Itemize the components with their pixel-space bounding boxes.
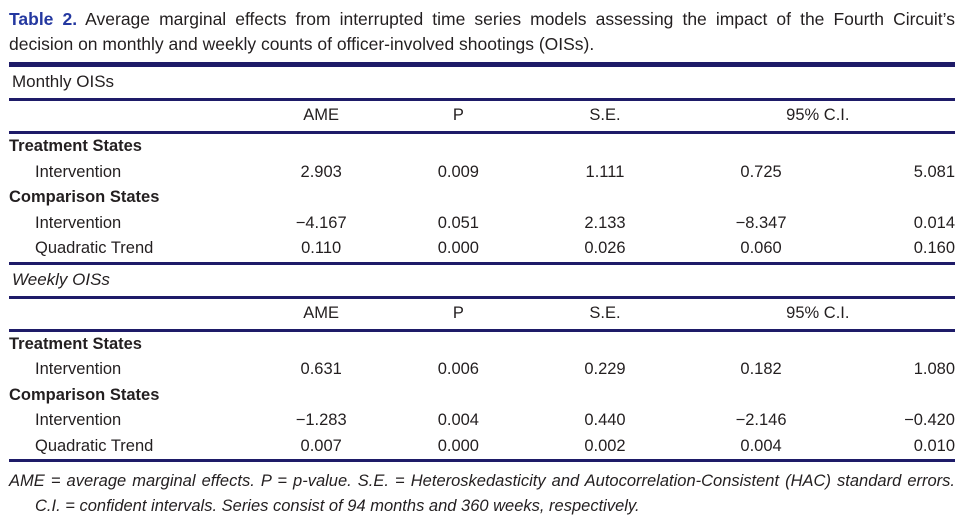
cell-p: 0.000 (437, 436, 479, 455)
cell-se: 2.133 (584, 213, 626, 232)
row-label: Intervention (35, 360, 122, 378)
cell-se: 0.002 (584, 436, 626, 455)
table-footnote: AME = average marginal effects. P = p-va… (9, 472, 955, 515)
table-row: Quadratic Trend 0.007 0.000 0.002 0.004 … (9, 434, 955, 461)
cell-ci-upper: 0.014 (913, 213, 955, 232)
table-caption: Table 2. Average marginal effects from i… (9, 7, 955, 57)
cell-ci-upper: 5.081 (913, 162, 955, 181)
cell-ci-lower: −2.146 (735, 411, 787, 429)
cell-p: 0.004 (437, 411, 479, 429)
row-label: Intervention (35, 213, 122, 232)
table-row: Treatment States (9, 133, 955, 160)
cell-ame: 2.903 (300, 162, 342, 181)
cell-ame: 0.007 (300, 436, 342, 455)
cell-ci-upper: 1.080 (913, 360, 955, 378)
table-row: Comparison States (9, 185, 955, 211)
cell-se: 1.111 (585, 162, 625, 181)
table-caption-text: Average marginal effects from interrupte… (9, 9, 955, 54)
column-header-row-monthly: AME P S.E. 95% C.I. (9, 99, 955, 134)
cell-ci-lower: 0.060 (740, 239, 782, 257)
section-header-monthly-label: Monthly OISs (9, 64, 955, 101)
cell-ci-lower: 0.725 (740, 162, 782, 181)
table-row: Comparison States (9, 383, 955, 409)
cell-ame: −1.283 (295, 411, 347, 429)
table-row: Intervention −4.167 0.051 2.133 −8.347 0… (9, 211, 955, 237)
cell-ci-upper: 0.160 (913, 239, 955, 257)
col-header-ci: 95% C.I. (680, 99, 955, 134)
col-header-ci: 95% C.I. (680, 297, 955, 332)
cell-ame: 0.631 (300, 360, 342, 378)
cell-ame: −4.167 (295, 213, 347, 232)
col-header-ame: AME (254, 297, 388, 332)
row-label: Intervention (35, 411, 122, 429)
cell-p: 0.009 (437, 162, 479, 181)
table-row: Quadratic Trend 0.110 0.000 0.026 0.060 … (9, 236, 955, 263)
cell-se: 0.229 (584, 360, 626, 378)
section-header-monthly: Monthly OISs (9, 64, 955, 101)
column-header-row-weekly: AME P S.E. 95% C.I. (9, 297, 955, 332)
col-header-p: P (387, 99, 530, 134)
section-header-weekly-label: Weekly OISs (9, 261, 955, 299)
table-row: Intervention 2.903 0.009 1.111 0.725 5.0… (9, 160, 955, 186)
col-header-p: P (387, 297, 530, 332)
cell-p: 0.000 (437, 239, 479, 257)
cell-ci-lower: 0.004 (740, 436, 782, 455)
cell-ci-upper: −0.420 (904, 411, 955, 429)
row-label-group: Treatment States (9, 334, 142, 353)
table-row: Intervention −1.283 0.004 0.440 −2.146 −… (9, 408, 955, 434)
cell-p: 0.006 (437, 360, 479, 378)
col-header-se: S.E. (529, 99, 681, 134)
table-row: Intervention 0.631 0.006 0.229 0.182 1.0… (9, 357, 955, 383)
row-label: Intervention (35, 162, 122, 181)
col-header-ame: AME (254, 99, 388, 134)
col-header-se: S.E. (529, 297, 681, 332)
cell-se: 0.440 (584, 411, 626, 429)
cell-se: 0.026 (584, 239, 626, 257)
row-label: Quadratic Trend (35, 436, 154, 455)
table-row: Treatment States (9, 330, 955, 357)
row-label-group: Comparison States (9, 385, 160, 404)
cell-ci-lower: 0.182 (740, 360, 782, 378)
section-header-weekly: Weekly OISs (9, 261, 955, 299)
cell-ci-lower: −8.347 (735, 213, 787, 232)
row-label-group: Treatment States (9, 137, 142, 155)
cell-ci-upper: 0.010 (913, 436, 955, 455)
row-label: Quadratic Trend (35, 239, 154, 257)
row-label-group: Comparison States (9, 188, 160, 206)
table-caption-label: Table 2. (9, 9, 78, 29)
col-header-blank (9, 297, 255, 332)
cell-ame: 0.110 (301, 239, 342, 257)
cell-p: 0.051 (437, 213, 479, 232)
col-header-blank (9, 99, 255, 134)
results-table: Monthly OISs AME P S.E. 95% C.I. Treatme… (9, 62, 955, 462)
